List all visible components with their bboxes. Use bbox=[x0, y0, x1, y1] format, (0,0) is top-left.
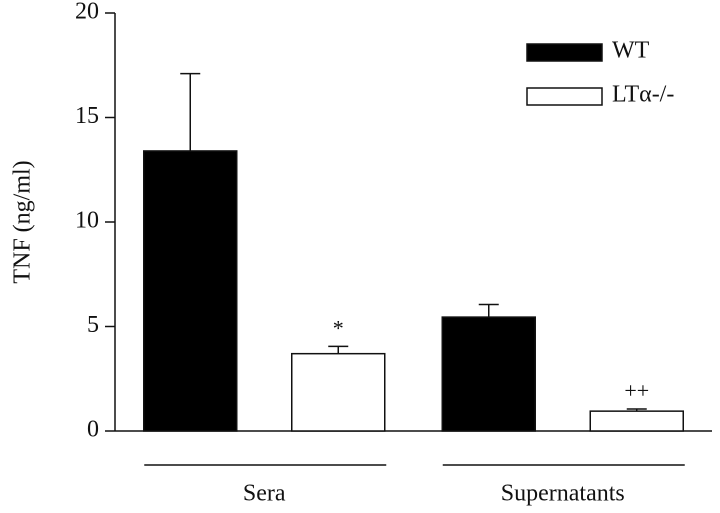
bar bbox=[291, 352, 386, 432]
y-tick-label: 15 bbox=[75, 103, 99, 129]
legend-swatch bbox=[526, 43, 603, 62]
y-axis-label: TNF (ng/ml) bbox=[10, 160, 36, 283]
x-tick-label: Supernatants bbox=[501, 481, 625, 507]
annotation: * bbox=[333, 315, 344, 340]
bar bbox=[441, 316, 536, 432]
x-tick-label: Sera bbox=[243, 481, 286, 507]
y-tick-label: 10 bbox=[75, 208, 99, 234]
legend-swatch bbox=[526, 87, 603, 106]
error-bar bbox=[328, 345, 349, 354]
bar bbox=[143, 150, 238, 432]
legend-label: LTα-/- bbox=[612, 82, 674, 108]
y-tick-label: 0 bbox=[87, 417, 99, 443]
bar bbox=[589, 410, 684, 432]
error-bar bbox=[478, 303, 499, 318]
y-tick-label: 5 bbox=[87, 312, 99, 338]
annotation: ++ bbox=[624, 378, 649, 403]
legend-label: WT bbox=[612, 38, 650, 64]
y-tick-label: 20 bbox=[75, 0, 99, 25]
error-bar bbox=[180, 72, 201, 151]
